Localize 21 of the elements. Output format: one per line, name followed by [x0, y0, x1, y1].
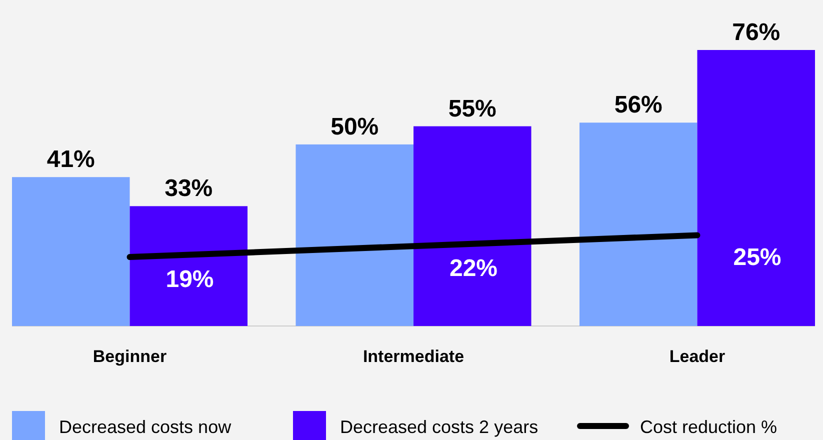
bar [296, 144, 414, 326]
bar [414, 126, 532, 326]
bar [130, 206, 248, 326]
bar [579, 122, 698, 326]
x-tick-label: Beginner [92, 347, 167, 366]
data-label: 22% [449, 255, 498, 282]
bar [12, 177, 130, 326]
data-label: 55% [448, 95, 496, 122]
x-tick-label: Intermediate [362, 347, 464, 366]
bar [697, 50, 815, 326]
data-label: 76% [732, 19, 780, 46]
x-tick-label: Leader [669, 347, 726, 366]
data-label: 33% [164, 175, 213, 202]
legend-label: Decreased costs 2 years [340, 417, 538, 437]
data-label: 41% [46, 146, 95, 174]
data-label: 50% [330, 113, 379, 140]
data-label: 56% [614, 92, 662, 119]
legend-label: Decreased costs now [59, 417, 232, 437]
data-label: 19% [166, 266, 214, 293]
legend-label: Cost reduction % [640, 417, 778, 437]
data-label: 25% [733, 244, 782, 272]
